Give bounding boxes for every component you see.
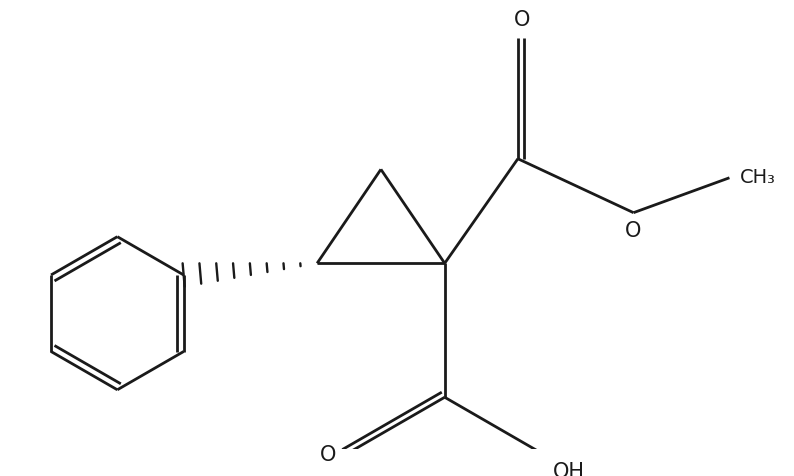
Text: O: O	[320, 445, 337, 465]
Text: OH: OH	[553, 462, 584, 476]
Text: O: O	[626, 221, 642, 241]
Text: O: O	[514, 10, 530, 30]
Text: CH₃: CH₃	[740, 169, 776, 187]
